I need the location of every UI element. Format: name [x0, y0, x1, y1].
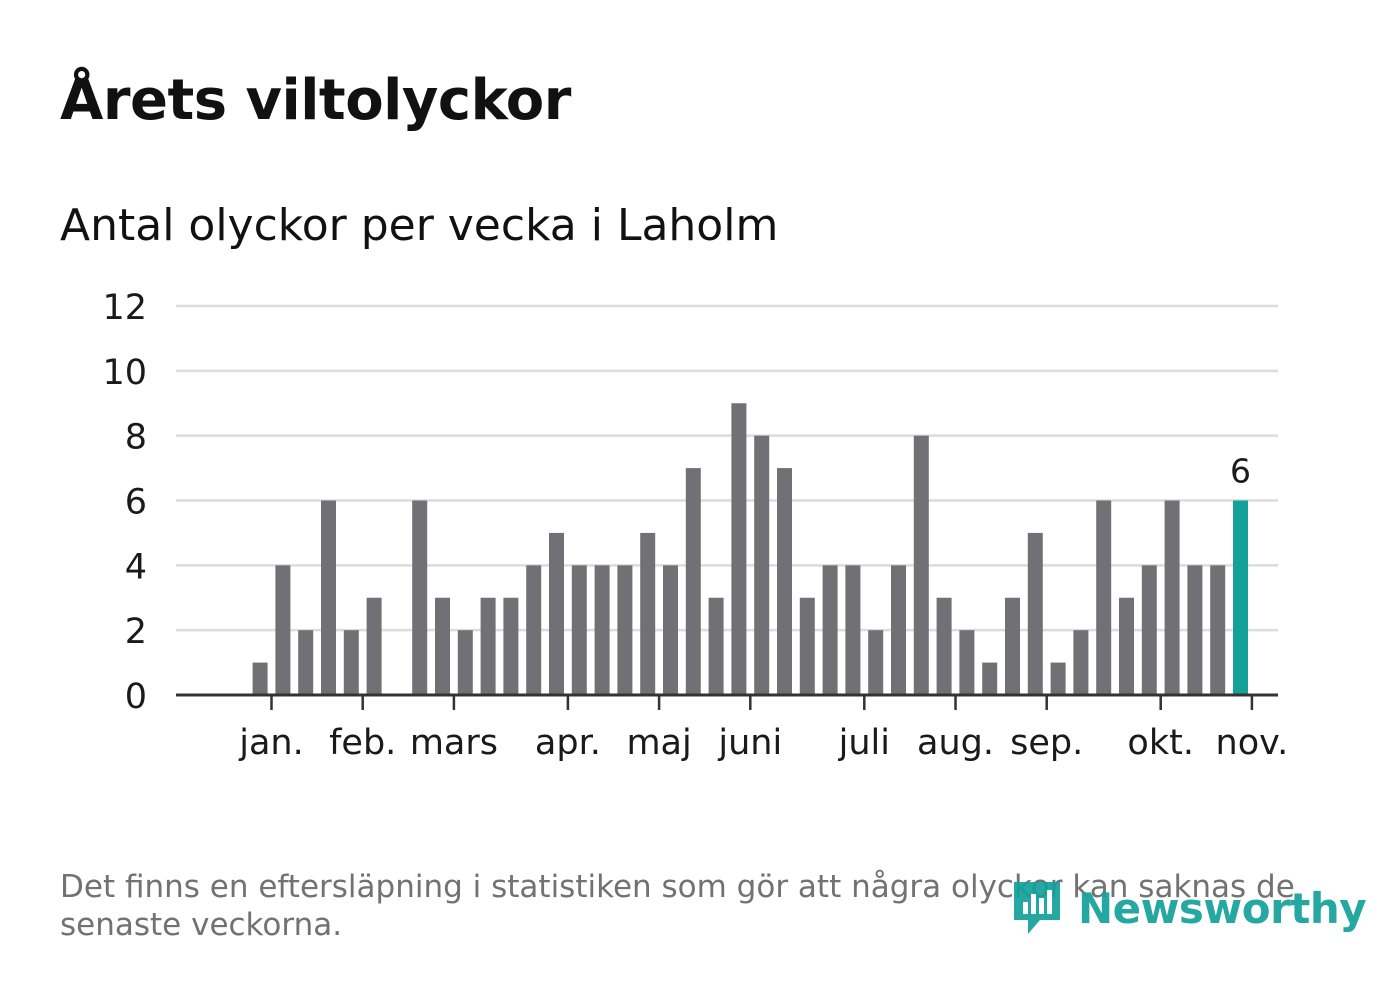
x-tick-label: maj	[626, 723, 691, 763]
chart-subtitle: Antal olyckor per vecka i Laholm	[60, 200, 779, 251]
bar	[1164, 500, 1180, 695]
bars	[252, 403, 1248, 695]
y-tick-label: 6	[125, 483, 147, 523]
bar	[913, 435, 929, 695]
y-tick-label: 10	[102, 353, 147, 393]
bar	[617, 565, 633, 695]
bar	[982, 662, 998, 695]
newsworthy-logo: Newsworthy	[1010, 876, 1367, 940]
bar	[298, 630, 314, 695]
newsworthy-logo-icon	[1014, 882, 1060, 934]
bar	[412, 500, 428, 695]
bar	[1050, 662, 1066, 695]
bar	[868, 630, 884, 695]
bar	[594, 565, 610, 695]
bar	[685, 468, 701, 695]
bar	[754, 435, 770, 695]
bar	[1073, 630, 1089, 695]
y-axis-ticks: 0 2 4 6 8 10 12	[102, 288, 147, 717]
bar	[640, 532, 656, 695]
x-tick-label: nov.	[1216, 723, 1289, 763]
bar	[1210, 565, 1226, 695]
x-tick-label: feb.	[329, 723, 396, 763]
bar	[891, 565, 906, 695]
bar	[549, 532, 564, 695]
bar	[663, 565, 678, 695]
bar	[526, 565, 542, 695]
x-tick-label: okt.	[1127, 723, 1194, 763]
x-tick-label: juli	[838, 723, 890, 763]
bar	[708, 597, 724, 695]
bar	[1027, 532, 1043, 695]
bar	[321, 500, 336, 695]
bar	[822, 565, 838, 695]
bar	[731, 403, 747, 695]
bar	[366, 597, 382, 695]
bar	[275, 565, 291, 695]
bar	[799, 597, 815, 695]
bar	[252, 662, 268, 695]
bar	[959, 630, 975, 695]
bar	[571, 565, 587, 695]
bar	[435, 597, 450, 695]
chart-title: Årets viltolyckor	[60, 68, 571, 133]
bar	[1096, 500, 1112, 695]
bar	[1187, 565, 1203, 695]
data-labels: 6	[1230, 452, 1251, 491]
bar	[503, 597, 519, 695]
y-tick-label: 8	[125, 418, 147, 458]
x-axis-ticks: jan. feb. mars apr. maj juni juli aug. sep. okt. n…	[238, 695, 1288, 763]
x-tick-label: mars	[410, 723, 498, 763]
bar	[777, 468, 792, 695]
y-tick-label: 0	[125, 677, 147, 717]
bar	[845, 565, 861, 695]
logo-text: Newsworthy	[1078, 883, 1367, 933]
x-tick-label: aug.	[917, 723, 994, 763]
x-tick-label: apr.	[535, 723, 601, 763]
bar	[343, 630, 359, 695]
x-tick-label: jan.	[238, 723, 303, 763]
x-tick-label: sep.	[1010, 723, 1083, 763]
bar-chart: 0 2 4 6 8 10 12 jan. feb. mars apr. maj juni juli aug…	[102, 288, 1288, 763]
bar	[1119, 597, 1134, 695]
bar	[1141, 565, 1157, 695]
bar	[1005, 597, 1020, 695]
highlight-data-label: 6	[1230, 452, 1251, 491]
bar-highlight	[1233, 500, 1248, 695]
bar	[480, 597, 496, 695]
x-tick-label: juni	[717, 723, 782, 763]
y-tick-label: 2	[125, 612, 147, 652]
bar	[457, 630, 473, 695]
y-tick-label: 12	[102, 288, 147, 328]
gridlines	[176, 304, 1278, 632]
footnote: Det finns en eftersläpning i statistiken…	[60, 869, 1295, 943]
bar	[936, 597, 952, 695]
y-tick-label: 4	[125, 547, 147, 587]
